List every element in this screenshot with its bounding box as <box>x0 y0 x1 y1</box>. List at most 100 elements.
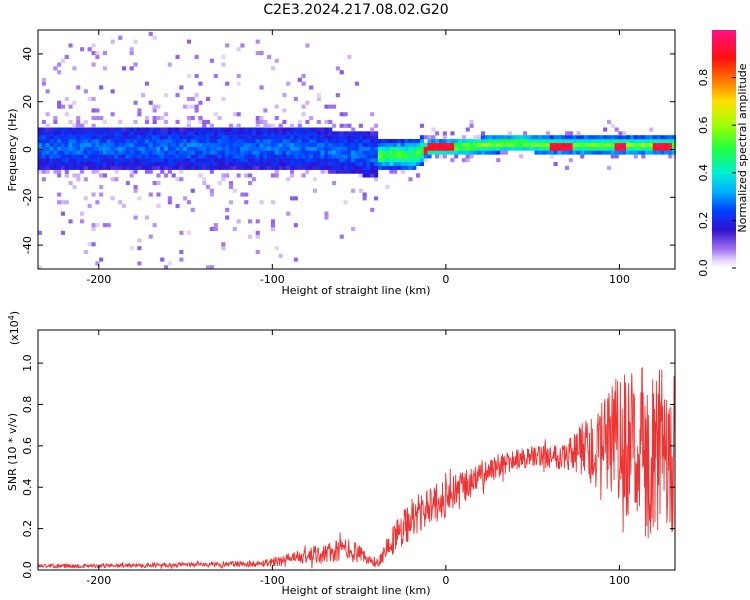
spectrogram-cell <box>339 123 344 128</box>
spectrogram-cell <box>38 131 43 136</box>
spectrogram-cell <box>565 146 570 151</box>
spectrogram-cell <box>198 154 203 159</box>
spectrogram-cell <box>175 158 180 163</box>
colorbar-ticks: 0.00.20.40.60.8 <box>697 69 736 277</box>
spectrogram-cell <box>396 158 402 163</box>
spectrogram-cell <box>328 127 333 132</box>
colorbar-tick-label: 0.8 <box>697 69 710 87</box>
spectrogram-cell <box>450 146 455 151</box>
spectrogram-cell <box>198 81 203 86</box>
spectrogram-cell <box>129 131 134 136</box>
spectrogram-cell <box>343 131 348 136</box>
spectrogram-cell <box>320 154 325 159</box>
spectrogram-cell <box>76 123 81 128</box>
spectrogram-cell <box>290 161 295 167</box>
spectrogram-cell <box>167 139 172 144</box>
spectrogram-cell <box>198 150 203 155</box>
spectrogram-cell <box>179 169 184 174</box>
spectrogram-cell <box>114 131 119 136</box>
spectrogram-cell <box>542 135 547 140</box>
spectrogram-cell <box>473 142 478 147</box>
spectrogram-cell <box>530 146 535 151</box>
spectrogram-cell <box>160 146 165 151</box>
spectrogram-cell <box>297 158 302 163</box>
spectrogram-cell <box>244 154 249 159</box>
spectrogram-cell <box>610 150 615 155</box>
spectrogram-cell <box>248 173 253 178</box>
spectrogram-cell <box>507 139 512 144</box>
spectrogram-cell <box>95 135 100 140</box>
spectrogram-cell <box>186 135 192 140</box>
spectrogram-cell <box>259 127 264 132</box>
spectrogram-cell <box>144 139 150 144</box>
spectrogram-cell <box>141 142 146 147</box>
spectrogram-cell <box>213 150 218 155</box>
spectrogram-cell <box>347 146 352 151</box>
colorbar: 0.00.20.40.60.8 Normalized spectral ampl… <box>697 30 749 277</box>
spectrogram-cell <box>274 173 279 178</box>
spectrogram-cell <box>297 119 302 125</box>
spectrogram-cell <box>370 150 375 155</box>
spectrogram-cell <box>144 131 150 136</box>
spectrogram-cell <box>64 154 69 159</box>
spectrogram-cell <box>286 81 291 86</box>
spectrogram-cell <box>645 139 650 144</box>
spectrogram-cell <box>129 146 134 151</box>
spectrogram-cell <box>45 165 50 170</box>
spectrogram-cell <box>557 135 562 140</box>
spectrogram-cell <box>503 135 509 140</box>
spectrogram-cell <box>282 154 287 159</box>
spectrogram-cell <box>389 161 394 167</box>
spectrogram-cell <box>668 139 673 144</box>
spectrogram-cell <box>431 139 436 144</box>
spectrogram-cell <box>458 150 463 155</box>
x-tick-label: -100 <box>260 574 285 587</box>
spectrogram-cell <box>393 169 398 174</box>
spectrogram-cell <box>87 165 92 170</box>
spectrogram-cell <box>217 146 222 151</box>
spectrogram-cell <box>125 127 130 132</box>
spectrogram-cell <box>255 146 260 151</box>
spectrogram-cell <box>309 146 314 151</box>
spectrogram-cell <box>385 139 390 144</box>
x-tick-label: 0 <box>442 574 449 587</box>
spectrogram-cell <box>480 146 486 151</box>
spectrogram-cell <box>347 169 352 174</box>
spectrogram-cell <box>217 161 222 167</box>
spectrogram-cell <box>267 54 272 60</box>
spectrogram-cell <box>167 62 172 67</box>
spectrogram-cell <box>553 135 558 140</box>
spectrogram-cell <box>446 139 451 144</box>
spectrogram-cell <box>171 127 176 132</box>
spectrogram-cell <box>221 158 226 163</box>
spectrogram-cell <box>206 161 211 167</box>
spectrogram-cell <box>263 142 268 147</box>
spectrogram-cell <box>381 142 386 147</box>
spectrogram-cell <box>297 135 302 140</box>
spectrogram-cell <box>320 127 325 132</box>
spectrogram-cell <box>148 100 153 105</box>
spectrogram-cell <box>225 131 230 136</box>
spectrogram-cell <box>99 116 104 121</box>
spectrogram-cell <box>442 139 447 144</box>
y-tick-label: -40 <box>21 236 34 254</box>
spectrogram-cell <box>649 135 654 140</box>
spectrogram-cell <box>343 146 348 151</box>
spectrogram-cell <box>202 165 207 170</box>
spectrogram-cell <box>511 135 516 140</box>
spectrogram-cell <box>328 119 333 125</box>
spectrogram-cell <box>377 139 382 144</box>
spectrogram-cell <box>347 154 352 159</box>
spectrogram-cell <box>198 165 203 170</box>
spectrogram-cell <box>148 154 153 159</box>
spectrogram-cell <box>217 154 222 159</box>
spectrogram-cell <box>351 188 356 193</box>
spectrogram-cell <box>95 223 100 228</box>
spectrogram-cell <box>133 119 138 125</box>
spectrogram-cell <box>225 154 230 159</box>
spectrogram-cell <box>649 146 654 151</box>
spectrogram-cell <box>282 146 287 151</box>
spectrogram-cell <box>41 142 46 147</box>
spectrogram-cell <box>137 146 142 151</box>
spectrogram-cell <box>198 135 203 140</box>
